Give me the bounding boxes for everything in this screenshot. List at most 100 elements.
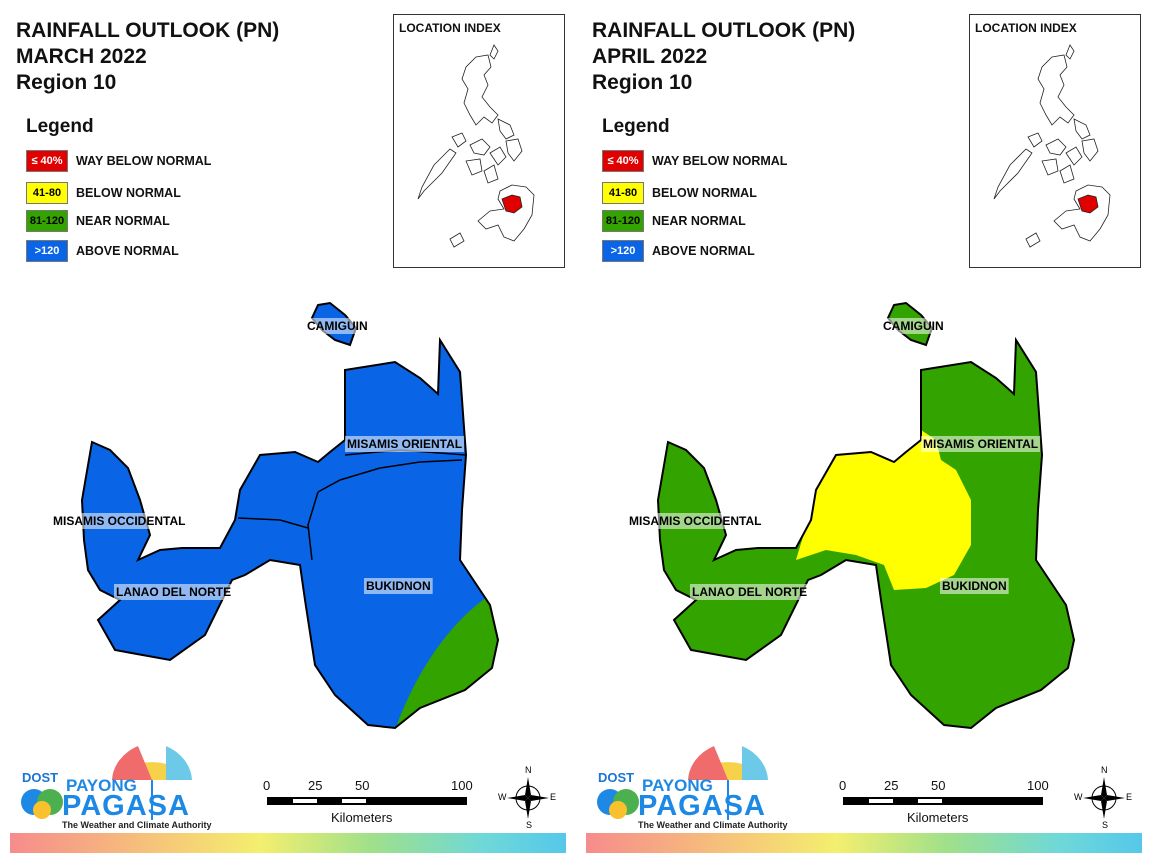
outlook-panel-march: RAINFALL OUTLOOK (PN) MARCH 2022 Region … <box>10 14 566 853</box>
title-region: Region 10 <box>592 71 693 94</box>
province-label-misamis-occidental: MISAMIS OCCIDENTAL <box>629 514 761 528</box>
label-halo <box>345 436 465 452</box>
scale-bar-graphic <box>267 797 467 805</box>
compass-e: E <box>550 792 557 802</box>
legend-label: WAY BELOW NORMAL <box>76 154 212 168</box>
legend-swatch: 41-80 <box>602 182 644 204</box>
legend-label: NEAR NORMAL <box>76 214 170 228</box>
legend-swatch: 41-80 <box>26 182 68 204</box>
province-label-lanao-del-norte: LANAO DEL NORTE <box>116 585 231 599</box>
panel-title: RAINFALL OUTLOOK (PN) APRIL 2022 Region … <box>592 18 855 96</box>
legend-title: Legend <box>602 116 670 137</box>
compass-s: S <box>526 820 533 830</box>
location-index-map: LOCATION INDEX <box>393 14 565 268</box>
legend-swatch: ≤ 40% <box>602 150 644 172</box>
scale-tick-100: 100 <box>1027 778 1049 793</box>
scale-bar-graphic <box>843 797 1043 805</box>
logo-pagasa-text: PAGASA <box>62 790 190 822</box>
legend-label: ABOVE NORMAL <box>652 244 755 258</box>
scale-unit: Kilometers <box>331 810 393 825</box>
rainfall-fill-march <box>82 340 498 728</box>
legend-label: WAY BELOW NORMAL <box>652 154 788 168</box>
title-region: Region 10 <box>16 71 117 94</box>
label-halo <box>364 578 433 594</box>
label-halo <box>627 513 764 529</box>
north-arrow-compass: N E S W <box>498 765 558 831</box>
philippines-outline-map <box>417 44 535 248</box>
legend-label: NEAR NORMAL <box>652 214 746 228</box>
province-label-misamis-oriental: MISAMIS ORIENTAL <box>347 437 462 451</box>
title-line-1: RAINFALL OUTLOOK (PN) <box>16 19 280 42</box>
scale-bar: 0 25 50 100 Kilometers <box>839 778 1049 828</box>
logo-tagline: The Weather and Climate Authority <box>638 820 788 830</box>
footer-color-bar <box>586 833 1142 853</box>
legend-label: BELOW NORMAL <box>76 186 181 200</box>
location-index-map: LOCATION INDEX <box>969 14 1141 268</box>
scale-bar: 0 25 50 100 Kilometers <box>263 778 473 828</box>
region-10-highlight <box>501 194 523 214</box>
legend-title: Legend <box>26 116 94 137</box>
region-10-map-april: CAMIGUIN MISAMIS ORIENTAL MISAMIS OCCIDE… <box>627 301 1076 730</box>
compass-n: N <box>525 765 532 775</box>
logo-pagasa-text: PAGASA <box>638 790 766 822</box>
location-index-title: LOCATION INDEX <box>399 21 501 35</box>
label-halo <box>305 318 370 334</box>
province-boundaries <box>656 336 1076 730</box>
province-label-misamis-oriental: MISAMIS ORIENTAL <box>923 437 1038 451</box>
logo-dost-text: DOST <box>598 770 635 785</box>
scale-tick-50: 50 <box>931 778 946 793</box>
province-label-misamis-occidental: MISAMIS OCCIDENTAL <box>53 514 185 528</box>
umbrella-icon <box>21 746 192 820</box>
scale-tick-100: 100 <box>451 778 473 793</box>
compass-w: W <box>498 792 507 802</box>
legend-label: BELOW NORMAL <box>652 186 757 200</box>
scale-tick-50: 50 <box>355 778 370 793</box>
legend-swatch: 81-120 <box>26 210 68 232</box>
location-index-title: LOCATION INDEX <box>975 21 1077 35</box>
compass-s: S <box>1102 820 1109 830</box>
title-month: APRIL 2022 <box>592 45 708 68</box>
label-halo <box>114 584 234 600</box>
label-halo <box>690 584 810 600</box>
logo-payong-text: PAYONG <box>642 776 713 795</box>
rainfall-fill-april <box>658 340 1074 728</box>
scale-tick-0: 0 <box>263 778 271 793</box>
legend-swatch: ≤ 40% <box>26 150 68 172</box>
payong-pagasa-logo: DOST PAYONG PAGASA The Weather and Clima… <box>594 740 788 832</box>
footer-color-bar <box>10 833 566 853</box>
compass-rose-icon <box>507 777 549 819</box>
compass-e: E <box>1126 792 1133 802</box>
province-label-camiguin: CAMIGUIN <box>883 319 944 333</box>
label-halo <box>881 318 946 334</box>
north-arrow-compass: N E S W <box>1074 765 1134 831</box>
region-10-map-march: CAMIGUIN MISAMIS ORIENTAL MISAMIS OCCIDE… <box>51 301 500 730</box>
title-line-1: RAINFALL OUTLOOK (PN) <box>592 19 856 42</box>
panel-title: RAINFALL OUTLOOK (PN) MARCH 2022 Region … <box>16 18 279 96</box>
philippines-outline-map <box>993 44 1111 248</box>
legend-label: ABOVE NORMAL <box>76 244 179 258</box>
umbrella-icon <box>597 746 768 820</box>
logo-dost-text: DOST <box>22 770 59 785</box>
scale-tick-25: 25 <box>308 778 323 793</box>
compass-rose-icon <box>1083 777 1125 819</box>
region-10-highlight <box>1077 194 1099 214</box>
outlook-panel-april: RAINFALL OUTLOOK (PN) APRIL 2022 Region … <box>576 0 1152 864</box>
scale-unit: Kilometers <box>907 810 969 825</box>
logo-tagline: The Weather and Climate Authority <box>62 820 212 830</box>
scale-tick-0: 0 <box>839 778 847 793</box>
province-label-bukidnon: BUKIDNON <box>942 579 1007 593</box>
title-month: MARCH 2022 <box>16 45 147 68</box>
legend-swatch: 81-120 <box>602 210 644 232</box>
legend-swatch: >120 <box>26 240 68 262</box>
logo-payong-text: PAYONG <box>66 776 137 795</box>
compass-w: W <box>1074 792 1083 802</box>
province-label-bukidnon: BUKIDNON <box>366 579 431 593</box>
compass-n: N <box>1101 765 1108 775</box>
label-halo <box>51 513 188 529</box>
label-halo <box>940 578 1009 594</box>
label-halo <box>921 436 1041 452</box>
province-label-camiguin: CAMIGUIN <box>307 319 368 333</box>
payong-pagasa-logo: DOST PAYONG PAGASA The Weather and Clima… <box>18 740 212 832</box>
scale-tick-25: 25 <box>884 778 899 793</box>
legend-swatch: >120 <box>602 240 644 262</box>
